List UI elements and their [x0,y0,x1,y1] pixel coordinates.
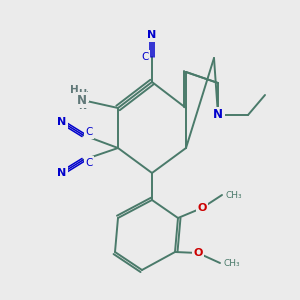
Text: C: C [141,52,149,62]
Text: N: N [57,168,67,178]
Text: O: O [193,248,203,258]
Text: CH₃: CH₃ [225,190,242,200]
Text: H
N: H N [78,89,86,111]
Text: C: C [85,158,93,168]
Text: N: N [75,99,85,109]
Text: CH₃: CH₃ [223,259,240,268]
Text: C: C [85,127,93,137]
Text: H: H [70,85,79,95]
Text: N: N [77,94,87,106]
Text: N: N [147,30,157,40]
Text: H: H [80,91,88,101]
Text: N: N [213,109,223,122]
Text: O: O [197,203,207,213]
Text: N: N [57,117,67,127]
